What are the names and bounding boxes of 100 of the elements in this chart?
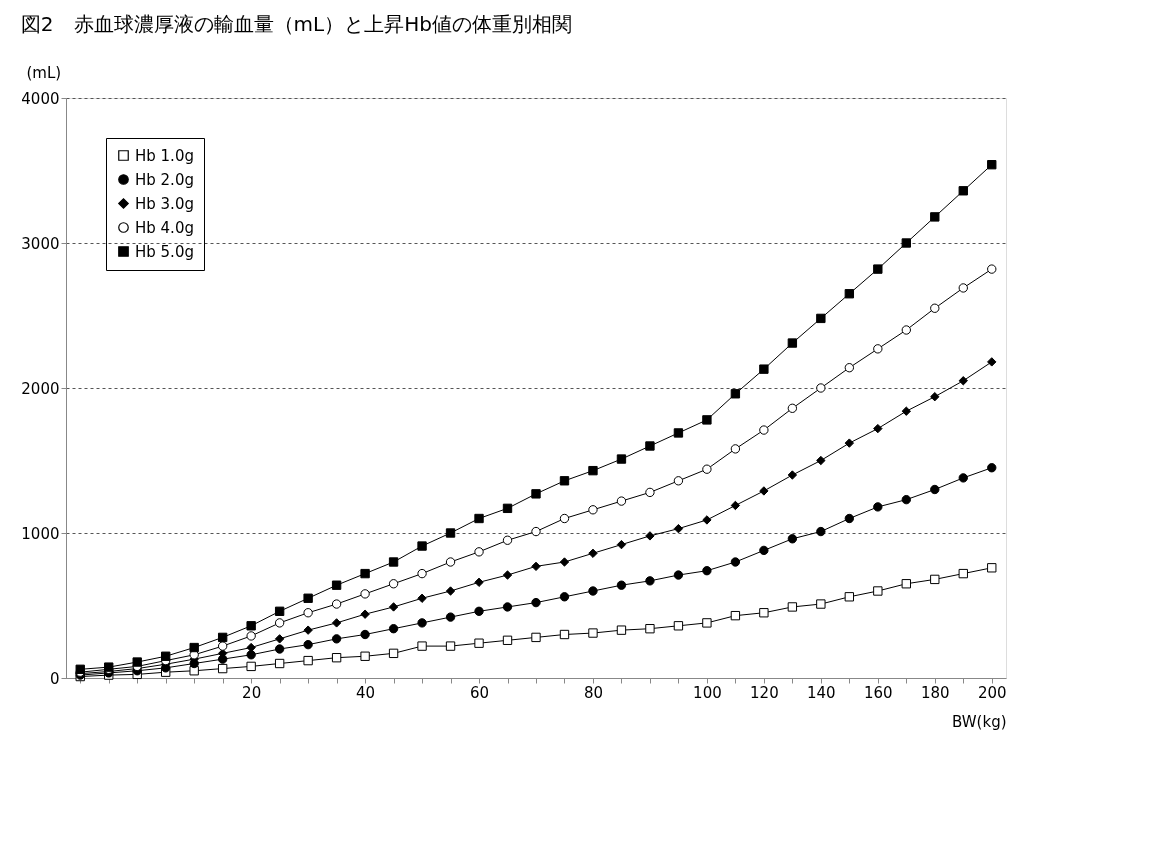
point [331, 599, 342, 609]
legend-label: Hb 1.0g [135, 146, 194, 165]
point [702, 415, 712, 425]
point [787, 338, 798, 348]
point [759, 425, 769, 435]
chart-title: 図2 赤血球濃厚液の輸血量（mL）と上昇Hb値の体重別相関 [20, 12, 572, 36]
legend-label: Hb 5.0g [135, 242, 194, 261]
point [445, 612, 456, 622]
point [246, 621, 256, 631]
point [132, 657, 142, 667]
point [445, 528, 456, 538]
point [559, 592, 570, 602]
point [388, 579, 399, 589]
point [246, 631, 256, 641]
point [816, 383, 826, 393]
legend-label: Hb 2.0g [135, 170, 194, 189]
point [531, 561, 541, 572]
point [816, 313, 826, 324]
point [759, 608, 769, 618]
point [303, 625, 313, 635]
point [474, 606, 484, 616]
point [360, 651, 370, 661]
point [502, 570, 513, 580]
point [559, 513, 570, 524]
point [673, 621, 684, 631]
point [759, 545, 769, 556]
y-tick-label: 4000 [21, 89, 60, 108]
point [958, 568, 968, 579]
point [958, 186, 968, 196]
point [901, 238, 911, 248]
point [987, 160, 997, 170]
point [645, 531, 655, 541]
point [901, 325, 911, 335]
point [388, 557, 399, 567]
point [417, 541, 427, 551]
point [987, 264, 997, 274]
point [531, 489, 541, 499]
point [559, 476, 570, 486]
point [502, 602, 513, 612]
point [217, 632, 228, 643]
point [645, 624, 655, 634]
point [616, 625, 627, 635]
point [531, 526, 541, 537]
point [417, 618, 427, 628]
x-tick-label: 160 [864, 683, 893, 702]
x-tick-label: 180 [920, 683, 950, 702]
x-tick-label: 120 [750, 683, 779, 702]
x-axis-title: BW(kg) [952, 712, 1007, 731]
point [445, 586, 456, 596]
x-tick-label: 140 [807, 683, 836, 702]
point [303, 639, 313, 650]
point [987, 463, 997, 473]
point [559, 629, 570, 640]
point [901, 406, 911, 416]
x-tick-label: 40 [356, 683, 376, 702]
point [274, 606, 285, 616]
point [844, 438, 855, 448]
point [844, 592, 855, 602]
point [616, 580, 627, 590]
point [474, 638, 484, 648]
point [331, 634, 342, 644]
point [445, 641, 456, 651]
point [161, 651, 171, 661]
point [502, 503, 513, 514]
y-tick-label: 3000 [21, 234, 60, 253]
point [559, 557, 570, 567]
point [816, 599, 826, 609]
point [844, 513, 855, 524]
point [360, 568, 370, 579]
point [445, 557, 456, 567]
point [873, 586, 883, 596]
point [189, 642, 199, 653]
x-tick-label: 80 [583, 683, 604, 702]
point [873, 264, 883, 274]
point [702, 464, 712, 474]
point [844, 289, 855, 299]
point [673, 570, 684, 580]
point [844, 363, 855, 373]
y-axis-title: (mL) [26, 63, 62, 82]
point [360, 609, 370, 619]
point [388, 624, 399, 634]
point [246, 661, 256, 672]
x-tick-label: 20 [242, 683, 262, 702]
point [388, 602, 399, 612]
point [331, 653, 342, 663]
point [388, 648, 399, 659]
point [531, 597, 541, 608]
point [331, 618, 342, 628]
point [673, 476, 684, 486]
point [616, 539, 627, 550]
point [616, 496, 627, 506]
point [360, 629, 370, 640]
point [930, 303, 940, 313]
point [702, 618, 712, 628]
y-tick-label: 2000 [21, 379, 60, 398]
point [588, 505, 598, 515]
point [930, 392, 940, 402]
point [474, 577, 484, 587]
point [246, 650, 256, 660]
point [930, 574, 940, 585]
